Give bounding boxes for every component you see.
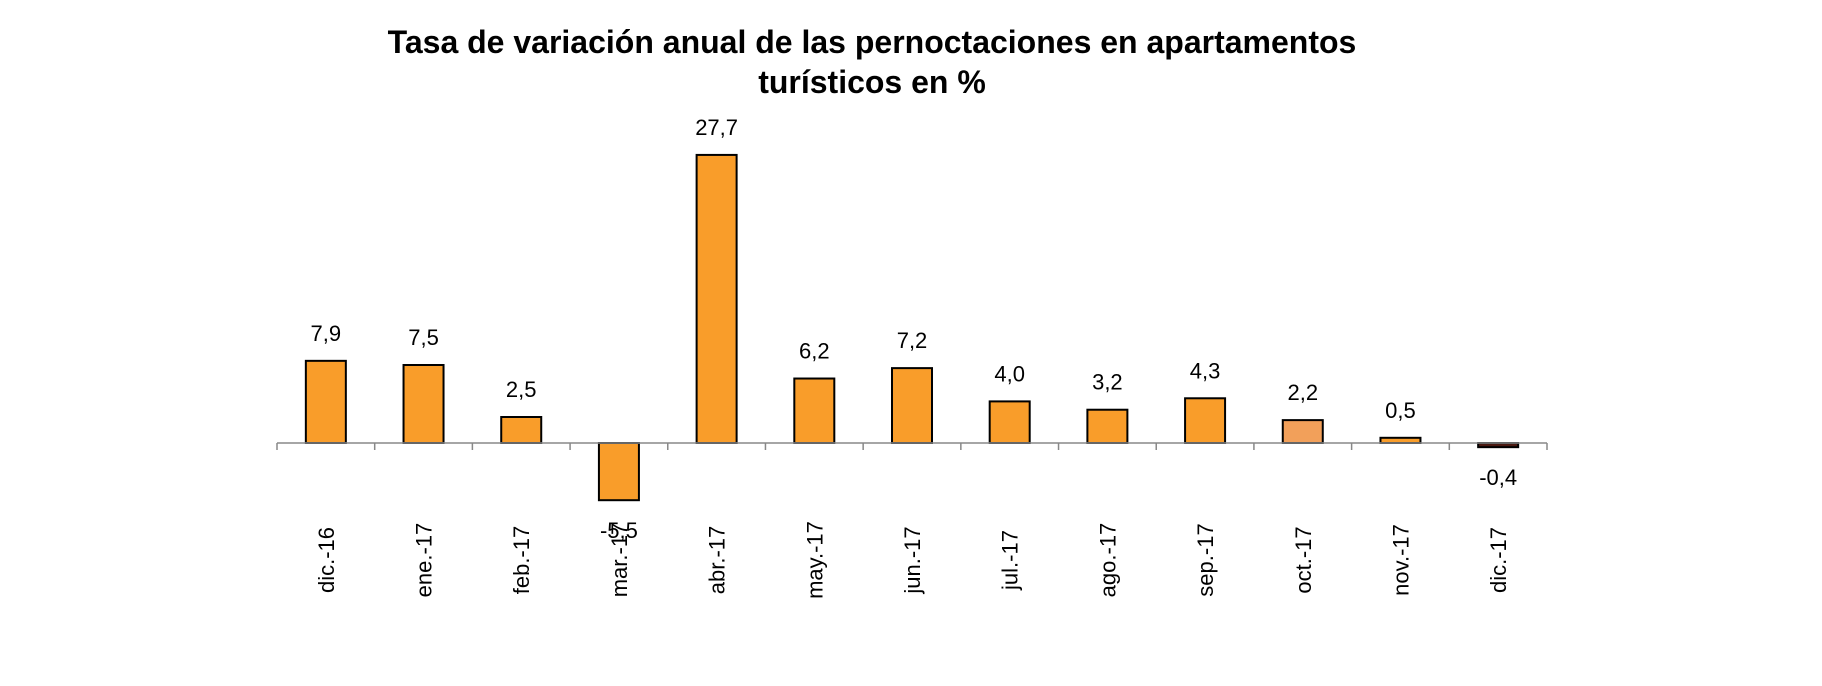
bar-may.-17 xyxy=(793,377,836,444)
value-label-jun.-17: 7,2 xyxy=(897,328,928,353)
bar-ene.-17 xyxy=(402,364,445,444)
value-label-oct.-17: 2,2 xyxy=(1287,380,1318,405)
bar-oct.-17 xyxy=(1281,419,1324,444)
value-label-dic.-16: 7,9 xyxy=(311,321,342,346)
tick-label-ene.-17: ene.-17 xyxy=(412,523,437,598)
tick-label-jun.-17: jun.-17 xyxy=(900,526,925,594)
tick-label-dic.-16: dic.-16 xyxy=(314,527,339,593)
x-axis xyxy=(276,442,1548,450)
tick-label-may.-17: may.-17 xyxy=(802,521,827,599)
chart-title: Tasa de variación anual de las pernoctac… xyxy=(0,22,1744,102)
value-label-nov.-17: 0,5 xyxy=(1385,398,1416,423)
chart-title-line-1: Tasa de variación anual de las pernoctac… xyxy=(387,24,1357,60)
chart-title-line-2: turísticos en % xyxy=(758,64,986,100)
tick-label-mar.-17: mar.-17 xyxy=(607,523,632,598)
bar-nov.-17 xyxy=(1379,436,1422,444)
value-label-feb.-17: 2,5 xyxy=(506,377,537,402)
value-label-jul.-17: 4,0 xyxy=(994,361,1025,386)
bar-abr.-17 xyxy=(695,153,738,444)
tick-label-jul.-17: jul.-17 xyxy=(998,530,1023,591)
tick-label-feb.-17: feb.-17 xyxy=(509,526,534,595)
tick-label-nov.-17: nov.-17 xyxy=(1388,524,1413,596)
value-label-ene.-17: 7,5 xyxy=(408,325,439,350)
tick-label-sep.-17: sep.-17 xyxy=(1193,523,1218,596)
value-labels-group: 7,9 7,5 2,5 -5,5 27,7 6,2 7,2 4,0 3,2 4,3 2,2 0,5 -0… xyxy=(311,115,1518,543)
tick-labels-group: dic.-16 ene.-17 feb.-17 mar.-17 abr.-17 may.-… xyxy=(314,521,1511,599)
bar-mar.-17 xyxy=(597,442,640,502)
bar-sep.-17 xyxy=(1184,397,1227,444)
bar-feb.-17 xyxy=(500,416,543,444)
value-label-dic.-17: -0,4 xyxy=(1479,465,1517,490)
bar-jun.-17 xyxy=(891,367,933,444)
value-label-ago.-17: 3,2 xyxy=(1092,370,1123,395)
bar-jul.-17 xyxy=(988,400,1031,444)
value-label-mar.-17: -5,5 xyxy=(600,518,638,543)
tick-label-dic.-17: dic.-17 xyxy=(1486,527,1511,593)
tick-label-abr.-17: abr.-17 xyxy=(705,526,730,595)
bar-ago.-17 xyxy=(1086,408,1129,444)
value-label-abr.-17: 27,7 xyxy=(695,115,738,140)
value-label-may.-17: 6,2 xyxy=(799,339,830,364)
tick-label-ago.-17: ago.-17 xyxy=(1095,523,1120,598)
value-label-sep.-17: 4,3 xyxy=(1190,358,1221,383)
tick-label-oct.-17: oct.-17 xyxy=(1291,526,1316,593)
bar-dic.-16 xyxy=(304,359,347,444)
